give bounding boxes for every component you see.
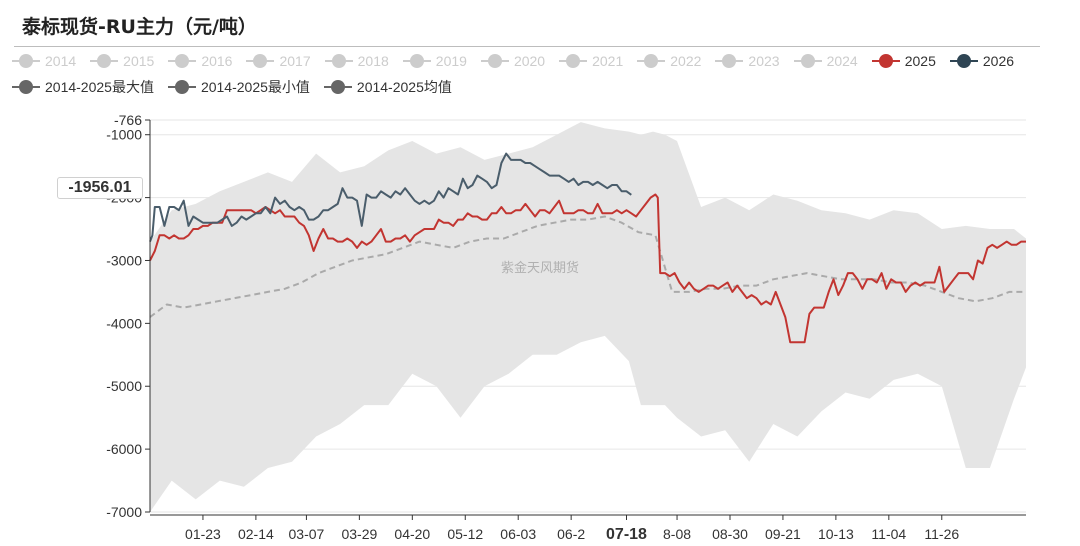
min-max-band	[150, 122, 1026, 512]
legend-marker-icon	[12, 80, 40, 94]
legend-label: 2023	[748, 53, 780, 69]
legend-marker-icon	[871, 54, 900, 68]
legend-label: 2024	[826, 53, 858, 69]
legend-label: 2025	[904, 53, 936, 69]
series-lines	[149, 152, 1026, 344]
legend-years: 2014 2015 2016 2017 2018 2019 2020 2021 2022 2023…	[12, 50, 1028, 72]
legend-label: 2014-2025最大值	[45, 79, 154, 95]
y-tick-label: -1000	[106, 127, 142, 143]
legend-item-2020[interactable]: 2020	[480, 53, 546, 69]
x-axis: 01-23 02-14 03-07 03-29 04-20 05-12 06-03 06-2 0…	[150, 514, 1026, 543]
x-tick-label: 03-29	[341, 526, 377, 542]
y-tick-label: -5000	[106, 378, 142, 394]
series-line-mean	[149, 215, 1026, 318]
legend-item-2017[interactable]: 2017	[246, 53, 311, 69]
legend-item-2026[interactable]: 2026	[949, 53, 1015, 69]
legend-label: 2019	[435, 53, 467, 69]
y-tick-label: -766	[114, 112, 142, 128]
legend-label: 2021	[592, 53, 624, 69]
y-axis-pointer-label: -1956.01	[57, 177, 143, 199]
x-tick-label: 07-18	[606, 526, 647, 543]
legend-marker-icon	[12, 54, 40, 68]
y-tick-label: -3000	[106, 252, 142, 268]
legend-marker-icon	[168, 54, 197, 68]
legend-item-2024[interactable]: 2024	[793, 53, 858, 69]
legend-stats: 2014-2025最大值 2014-2025最小值 2014-2025均值	[12, 76, 466, 98]
x-tick-label: 11-26	[924, 526, 959, 542]
x-tick-label: 04-20	[394, 526, 430, 542]
series-line-2026	[149, 152, 632, 242]
legend-label: 2015	[123, 53, 155, 69]
legend-marker-icon	[480, 54, 509, 68]
legend-item-2016[interactable]: 2016	[168, 53, 232, 69]
legend-marker-icon	[90, 54, 119, 68]
legend-label: 2017	[279, 53, 311, 69]
legend-label: 2020	[513, 53, 546, 69]
x-tick-label: 03-07	[289, 526, 325, 542]
x-tick-label: 01-23	[185, 526, 221, 542]
legend-item-2018[interactable]: 2018	[324, 53, 389, 69]
legend-label: 2026	[982, 53, 1015, 69]
legend-marker-icon	[637, 54, 666, 68]
legend-item-2014[interactable]: 2014	[12, 53, 76, 69]
y-axis: -766-1000-2000-3000-4000-5000-6000-7000	[106, 112, 151, 520]
legend-marker-icon	[949, 54, 978, 68]
x-tick-label: 11-04	[871, 526, 906, 542]
x-tick-label: 02-14	[238, 526, 274, 542]
legend-item-2015[interactable]: 2015	[90, 53, 154, 69]
legend-marker-icon	[323, 80, 352, 94]
y-tick-label: -6000	[106, 441, 142, 457]
range-band	[150, 122, 1026, 512]
chart-title: 泰标现货-RU主力（元/吨）	[22, 16, 257, 38]
legend-item-2019[interactable]: 2019	[402, 53, 467, 69]
legend-marker-icon	[167, 80, 196, 94]
legend-marker-icon	[246, 54, 275, 68]
legend-marker-icon	[324, 54, 353, 68]
x-tick-label: 10-13	[818, 526, 854, 542]
legend-item-2023[interactable]: 2023	[715, 53, 780, 69]
legend-marker-icon	[402, 54, 431, 68]
legend-label: 2018	[357, 53, 389, 69]
x-tick-label: 8-08	[663, 526, 691, 542]
legend-marker-icon	[559, 54, 588, 68]
legend-item-2022[interactable]: 2022	[637, 53, 701, 69]
legend-item-2021[interactable]: 2021	[559, 53, 623, 69]
y-tick-label: -4000	[106, 315, 142, 331]
legend-label: 2014-2025最小值	[200, 79, 310, 95]
legend-label: 2016	[201, 53, 233, 69]
x-tick-label: 05-12	[447, 526, 483, 542]
title-divider	[14, 46, 1040, 47]
legend-label: 2022	[670, 53, 702, 69]
legend-marker-icon	[715, 54, 744, 68]
x-tick-label: 06-03	[500, 526, 536, 542]
legend-label: 2014	[45, 53, 77, 69]
legend-item-2014-2025最小值[interactable]: 2014-2025最小值	[167, 77, 310, 97]
legend-item-2025[interactable]: 2025	[871, 53, 936, 69]
legend-item-2014-2025均值[interactable]: 2014-2025均值	[323, 77, 452, 97]
x-tick-label: 06-2	[557, 526, 585, 542]
legend-item-2014-2025最大值[interactable]: 2014-2025最大值	[12, 77, 154, 97]
y-tick-label: -7000	[106, 504, 142, 520]
series-line-2025	[149, 193, 1026, 344]
legend-marker-icon	[793, 54, 822, 68]
x-tick-label: 08-30	[712, 526, 748, 542]
x-tick-label: 09-21	[765, 526, 801, 542]
watermark: 紫金天风期货	[501, 260, 579, 276]
legend-label: 2014-2025均值	[356, 79, 452, 95]
